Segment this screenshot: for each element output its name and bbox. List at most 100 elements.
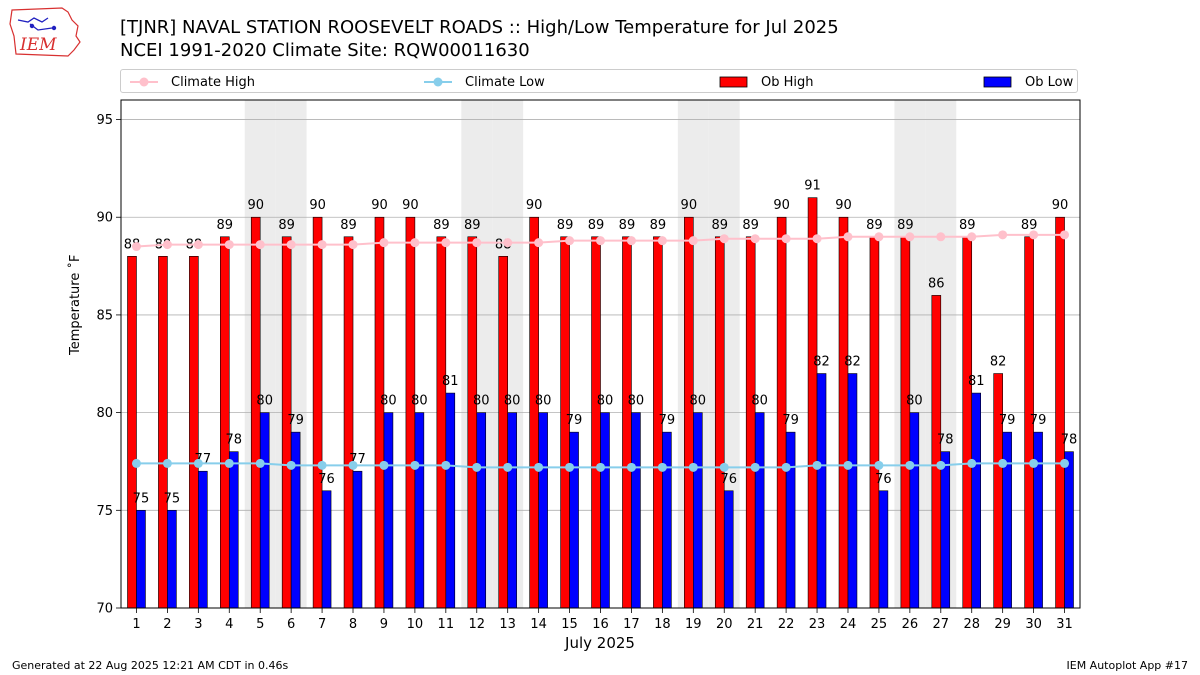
climate-high-point: [317, 240, 327, 250]
x-tick-label: 17: [623, 617, 640, 632]
climate-high-point: [441, 238, 451, 248]
ob-low-value-label: 81: [442, 374, 459, 389]
ob-high-value-label: 90: [835, 198, 852, 213]
climate-low-point: [936, 460, 946, 470]
ob-high-value-label: 89: [742, 218, 759, 233]
ob-high-value-label: 90: [526, 198, 543, 213]
x-tick-label: 31: [1056, 617, 1073, 632]
ob-low-value-label: 79: [782, 413, 799, 428]
app-credit: IEM Autoplot App #17: [1066, 659, 1189, 672]
x-tick-label: 9: [380, 617, 388, 632]
x-tick-label: 6: [287, 617, 295, 632]
climate-high-point: [812, 234, 822, 244]
ob-low-bar: [1033, 431, 1043, 609]
y-tick-label: 90: [96, 211, 113, 226]
ob-high-bar: [250, 216, 261, 609]
climate-high-point: [843, 232, 853, 242]
y-tick-label: 75: [96, 504, 113, 519]
x-tick-label: 10: [407, 617, 424, 632]
ob-high-bar: [405, 216, 416, 609]
ob-high-value-label: 90: [402, 198, 419, 213]
ob-low-bar: [198, 470, 208, 609]
chart-title: [TJNR] NAVAL STATION ROOSEVELT ROADS :: …: [120, 17, 839, 38]
climate-low-point: [472, 462, 482, 472]
ob-low-bar: [662, 431, 672, 609]
ob-high-value-label: 90: [309, 198, 326, 213]
ob-low-value-label: 76: [318, 472, 335, 487]
climate-high-point: [750, 234, 760, 244]
climate-high-point: [626, 236, 636, 246]
climate-low-point: [565, 462, 575, 472]
ob-low-value-label: 79: [659, 413, 676, 428]
iem-logo: IEM: [9, 7, 81, 57]
ob-low-bar: [1064, 451, 1074, 609]
legend-ob-low-swatch: [983, 76, 1012, 88]
climate-low-point: [626, 462, 636, 472]
climate-high-point: [193, 240, 203, 250]
climate-high-point: [719, 234, 729, 244]
legend-climate-high-label: Climate High: [171, 74, 256, 90]
ob-high-value-label: 89: [897, 218, 914, 233]
x-tick-label: 22: [778, 617, 795, 632]
ob-low-bar: [321, 490, 332, 609]
ob-high-value-label: 89: [1021, 218, 1038, 233]
ob-low-bar: [754, 412, 765, 609]
climate-low-point: [967, 458, 977, 468]
legend-climate-high: Climate High: [129, 72, 255, 92]
ob-high-bar: [807, 197, 818, 609]
y-tick-label: 70: [96, 602, 113, 617]
climate-high-point: [657, 236, 667, 246]
ob-high-value-label: 89: [711, 218, 728, 233]
ob-high-value-label: 89: [278, 218, 295, 233]
climate-low-point: [1060, 458, 1070, 468]
x-tick-label: 14: [530, 617, 547, 632]
ob-high-value-label: 82: [990, 355, 1007, 370]
ob-low-value-label: 79: [287, 413, 304, 428]
climate-low-point: [286, 460, 296, 470]
legend-ob-high: Ob High: [719, 72, 814, 92]
climate-low-point: [688, 462, 698, 472]
x-tick-label: 15: [561, 617, 578, 632]
ob-low-value-label: 80: [628, 394, 645, 409]
ob-high-bar: [312, 216, 323, 609]
plot-frame: [120, 99, 1081, 609]
ob-low-bar: [600, 412, 610, 609]
ob-high-bar: [220, 236, 230, 609]
ob-high-value-label: 89: [588, 218, 605, 233]
climate-high-point: [565, 236, 575, 246]
ob-low-value-label: 78: [225, 433, 242, 448]
ob-high-bar: [436, 236, 447, 609]
ob-low-value-label: 79: [1030, 413, 1047, 428]
ob-low-bar: [259, 412, 270, 609]
climate-high-point: [534, 238, 544, 248]
ob-low-value-label: 79: [999, 413, 1016, 428]
climate-high-point: [905, 232, 915, 242]
climate-low-point: [781, 462, 791, 472]
legend-ob-low-label: Ob Low: [1025, 74, 1074, 90]
climate-high-point: [472, 238, 482, 248]
climate-high-point: [410, 238, 420, 248]
climate-high-point: [348, 240, 358, 250]
climate-low-point: [193, 458, 203, 468]
ob-low-value-label: 82: [844, 355, 861, 370]
ob-high-bar: [189, 256, 199, 609]
x-tick-label: 29: [994, 617, 1011, 632]
ob-low-bar: [476, 412, 487, 609]
ob-low-value-label: 75: [164, 491, 181, 506]
chart-subtitle: NCEI 1991-2020 Climate Site: RQW00011630: [120, 40, 530, 61]
ob-low-value-label: 76: [720, 472, 737, 487]
climate-low-point: [348, 460, 358, 470]
climate-high-point: [1060, 230, 1070, 240]
y-tick-label: 85: [96, 308, 113, 323]
ob-low-value-label: 80: [473, 394, 490, 409]
climate-high-point: [688, 236, 698, 246]
ob-low-value-label: 80: [256, 394, 273, 409]
ob-low-value-label: 79: [566, 413, 583, 428]
x-tick-label: 13: [499, 617, 516, 632]
y-axis-label: Temperature ˚F: [68, 254, 83, 355]
climate-high-point: [255, 240, 265, 250]
x-tick-label: 11: [438, 617, 455, 632]
x-tick-label: 18: [654, 617, 671, 632]
climate-low-point: [843, 460, 853, 470]
